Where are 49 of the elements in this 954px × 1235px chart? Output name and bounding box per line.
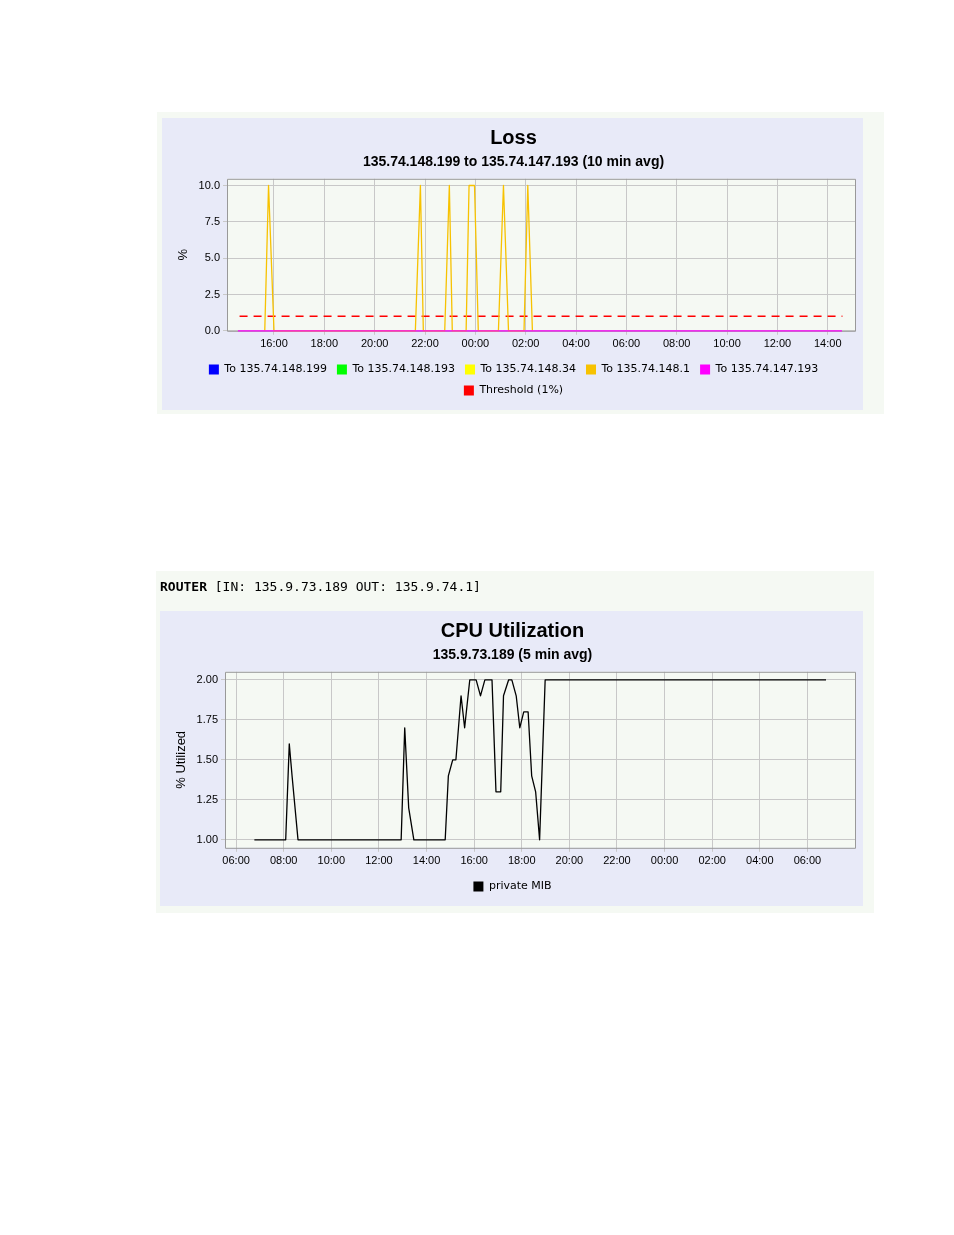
- x-tick-label: 12:00: [365, 854, 393, 867]
- x-tick-label: 08:00: [662, 337, 691, 350]
- chart-title: CPU Utilization: [440, 618, 585, 641]
- x-tick-label: 20:00: [555, 854, 584, 867]
- y-tick-label: 2.5: [204, 287, 221, 300]
- y-tick-label: 7.5: [204, 214, 221, 227]
- x-tick-label: 22:00: [411, 337, 439, 350]
- x-tick-label: 10:00: [713, 337, 741, 350]
- x-tick-label: 16:00: [460, 854, 488, 867]
- x-tick-label: 04:00: [562, 337, 590, 350]
- x-tick-label: 12:00: [763, 337, 792, 350]
- x-tick-label: 08:00: [269, 854, 298, 867]
- legend-label: Threshold (1%): [478, 383, 564, 397]
- y-tick-label: 1.00: [196, 832, 219, 845]
- y-axis-title: %: [175, 248, 191, 261]
- x-tick-label: 16:00: [260, 337, 288, 350]
- legend-label: To 135.74.148.1: [600, 362, 691, 376]
- y-axis-title: % Utilized: [173, 730, 189, 789]
- legend-label: To 135.74.147.193: [714, 362, 819, 376]
- y-tick-label: 10.0: [198, 178, 221, 191]
- y-tick-label: 0.0: [204, 323, 221, 336]
- legend-label: private MIB: [488, 879, 552, 893]
- y-tick-label: 2.00: [196, 672, 219, 685]
- x-tick-label: 18:00: [310, 337, 339, 350]
- y-tick-label: 1.75: [196, 712, 219, 725]
- x-tick-label: 04:00: [746, 854, 774, 867]
- text: ROUTER [IN: 135.9.73.189 OUT: 135.9.74.1]: [160, 579, 481, 594]
- x-tick-label: 20:00: [360, 337, 389, 350]
- chart-title: Loss: [490, 125, 537, 148]
- legend-label: To 135.74.148.34: [479, 362, 577, 376]
- x-tick-label: 02:00: [511, 337, 540, 350]
- x-tick-label: 10:00: [317, 854, 346, 867]
- y-tick-label: 1.25: [196, 792, 219, 805]
- x-tick-label: 06:00: [222, 854, 250, 867]
- x-tick-label: 06:00: [793, 854, 822, 867]
- x-tick-label: 02:00: [698, 854, 726, 867]
- x-tick-label: 00:00: [461, 337, 490, 350]
- x-tick-label: 14:00: [813, 337, 842, 350]
- legend-label: To 135.74.148.199: [223, 362, 327, 376]
- x-tick-label: 14:00: [412, 854, 441, 867]
- x-tick-label: 22:00: [603, 854, 631, 867]
- y-tick-label: 5.0: [204, 251, 221, 264]
- legend-label: To 135.74.148.193: [351, 362, 455, 376]
- x-tick-label: 18:00: [507, 854, 536, 867]
- y-tick-label: 1.50: [196, 752, 219, 765]
- chart-subtitle: 135.74.148.199 to 135.74.147.193 (10 min avg): [362, 153, 665, 170]
- x-tick-label: 00:00: [650, 854, 679, 867]
- x-tick-label: 06:00: [612, 337, 641, 350]
- chart-subtitle: 135.9.73.189 (5 min avg): [432, 646, 593, 663]
